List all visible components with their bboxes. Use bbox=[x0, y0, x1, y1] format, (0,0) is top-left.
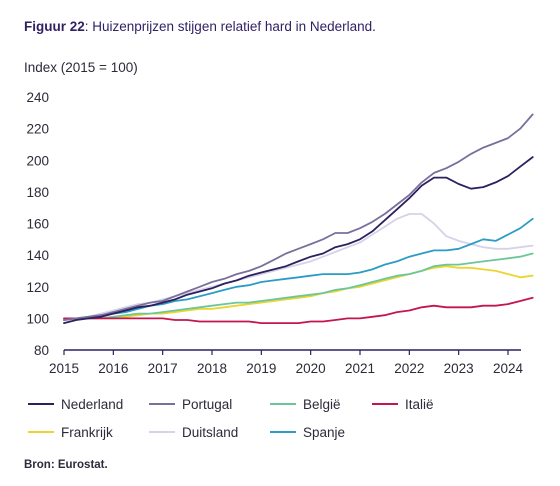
figure-title-prefix: Figuur 22 bbox=[24, 19, 85, 34]
series-line-portugal bbox=[63, 113, 534, 321]
legend-label-belgi: België bbox=[303, 397, 341, 412]
y-tick-label: 140 bbox=[26, 248, 49, 263]
series-line-frankrijk bbox=[63, 265, 534, 320]
x-tick-label: 2022 bbox=[394, 361, 424, 376]
legend-label-frankrijk: Frankrijk bbox=[61, 425, 113, 440]
y-tick-label: 160 bbox=[26, 217, 49, 232]
series-line-itali bbox=[63, 296, 534, 324]
figure-title-rest: : Huizenprijzen stijgen relatief hard in… bbox=[85, 19, 376, 34]
y-tick-label: 220 bbox=[26, 122, 49, 137]
series-lines bbox=[63, 113, 534, 324]
x-tick-label: 2020 bbox=[296, 361, 326, 376]
y-tick-label: 80 bbox=[34, 343, 49, 358]
figure-title: Figuur 22: Huizenprijzen stijgen relatie… bbox=[24, 19, 376, 34]
x-tick-label: 2017 bbox=[148, 361, 178, 376]
x-tick-label: 2016 bbox=[98, 361, 128, 376]
x-tick-marks bbox=[63, 350, 509, 355]
x-tick-label: 2023 bbox=[444, 361, 474, 376]
x-tick-label: 2015 bbox=[49, 361, 79, 376]
legend-label-spanje: Spanje bbox=[303, 425, 345, 440]
series-line-spanje bbox=[63, 217, 534, 321]
legend-label-duitsland: Duitsland bbox=[182, 425, 238, 440]
x-tick-label: 2019 bbox=[246, 361, 276, 376]
legend-label-itali: Italië bbox=[405, 397, 434, 412]
y-tick-label: 200 bbox=[26, 153, 49, 168]
series-line-duitsland bbox=[63, 213, 534, 321]
x-tick-label: 2018 bbox=[197, 361, 227, 376]
y-tick-labels: 80 100 120 140 160 180 200 220 240 bbox=[26, 90, 49, 358]
y-axis-label: Index (2015 = 100) bbox=[24, 60, 138, 75]
y-tick-label: 100 bbox=[26, 311, 49, 326]
series-line-nederland bbox=[63, 156, 534, 324]
y-tick-label: 120 bbox=[26, 280, 49, 295]
x-tick-labels: 2015 2016 2017 2018 2019 2020 2021 2022 2023 2024 bbox=[49, 361, 524, 376]
source-note: Bron: Eurostat. bbox=[24, 459, 108, 471]
legend-label-portugal: Portugal bbox=[182, 397, 232, 412]
series-line-belgi bbox=[63, 252, 534, 321]
x-tick-label: 2021 bbox=[345, 361, 375, 376]
x-tick-label: 2024 bbox=[493, 361, 524, 376]
legend-label-nederland: Nederland bbox=[61, 397, 123, 412]
y-tick-label: 240 bbox=[26, 90, 49, 105]
legend: Nederland Portugal België Italië Frankrijk Du… bbox=[28, 397, 434, 440]
y-tick-label: 180 bbox=[26, 185, 49, 200]
